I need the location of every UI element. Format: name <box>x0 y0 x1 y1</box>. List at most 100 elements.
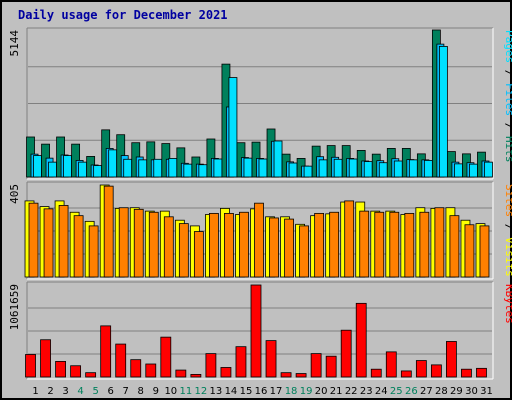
legend-entry-hits: Hits <box>503 136 512 163</box>
bar-pages-day-5 <box>93 165 103 178</box>
legend-entry-visits: Visits <box>503 237 512 277</box>
x-tick-label-day-9: 9 <box>153 386 159 397</box>
bar-pages-day-13 <box>213 158 223 178</box>
bar-pages-day-2 <box>48 161 57 178</box>
bar-kbytes-day-20 <box>310 353 322 378</box>
bar-sites-day-15 <box>239 211 249 278</box>
x-tick-label-day-30: 30 <box>465 386 478 397</box>
legend-label-visits-sites: Sites / Visits <box>503 184 512 277</box>
bar-pages-day-10 <box>168 158 178 178</box>
x-tick-label-day-2: 2 <box>47 386 53 397</box>
bar-sites-day-31 <box>479 225 490 278</box>
bar-kbytes-day-9 <box>145 363 157 378</box>
panel-hits-files-pages: 5144 Pages / Files / Hits <box>8 27 512 180</box>
x-tick-label-day-5: 5 <box>92 386 98 397</box>
bar-kbytes-day-10 <box>160 336 172 378</box>
legend-separator: / <box>503 116 512 136</box>
legend-entry-sites: Sites <box>503 184 512 217</box>
x-tick-label-day-15: 15 <box>240 386 253 397</box>
x-tick-label-day-23: 23 <box>360 386 373 397</box>
legend-entry-kbytes: KBytes <box>503 284 512 324</box>
bar-kbytes-day-4 <box>70 365 82 378</box>
bar-pages-day-18 <box>288 162 298 178</box>
bar-pages-day-12 <box>198 164 208 178</box>
bar-pages-day-11 <box>183 163 193 178</box>
x-tick-label-day-28: 28 <box>435 386 448 397</box>
bar-sites-day-29 <box>449 215 460 278</box>
bar-sites-day-11 <box>178 223 189 278</box>
x-tick-label-day-4: 4 <box>77 386 83 397</box>
bar-kbytes-day-1 <box>25 354 36 378</box>
chart-title: Daily usage for December 2021 <box>18 8 228 22</box>
bar-sites-day-18 <box>284 218 294 278</box>
x-tick-label-day-19: 19 <box>300 386 313 397</box>
bar-pages-day-6 <box>108 149 118 178</box>
bar-sites-day-24 <box>374 211 385 278</box>
bar-kbytes-day-21 <box>325 355 337 378</box>
bar-kbytes-day-11 <box>175 369 187 378</box>
bar-kbytes-day-6 <box>100 325 112 378</box>
bar-sites-day-23 <box>359 210 370 278</box>
bar-kbytes-day-16 <box>250 284 262 378</box>
x-tick-label-day-26: 26 <box>405 386 418 397</box>
x-tick-label-day-3: 3 <box>62 386 68 397</box>
x-tick-label-day-20: 20 <box>315 386 328 397</box>
bar-sites-day-12 <box>193 231 204 278</box>
legend-label-hits-files-pages: Pages / Files / Hits <box>503 30 512 163</box>
y-max-label: 405 <box>8 184 21 204</box>
legend-separator: / <box>503 63 512 83</box>
x-tick-label-day-14: 14 <box>225 386 238 397</box>
bar-kbytes-day-14 <box>220 367 232 378</box>
x-tick-label-day-25: 25 <box>390 386 403 397</box>
bar-pages-day-17 <box>273 140 283 178</box>
legend-separator: / <box>503 217 512 237</box>
legend-entry-files: Files <box>503 83 512 116</box>
bar-kbytes-day-23 <box>355 302 367 378</box>
bar-kbytes-day-2 <box>40 339 51 378</box>
x-tick-label-day-12: 12 <box>195 386 208 397</box>
x-tick-label-day-24: 24 <box>375 386 388 397</box>
bar-hits-day-11 <box>176 147 186 178</box>
bar-hits-day-13 <box>206 138 216 178</box>
bar-pages-day-22 <box>348 158 358 178</box>
x-tick-label-day-18: 18 <box>285 386 298 397</box>
bar-sites-day-10 <box>163 216 174 278</box>
bar-sites-day-6 <box>103 185 114 278</box>
x-tick-label-day-29: 29 <box>450 386 463 397</box>
y-max-label: 5144 <box>8 30 21 57</box>
bar-sites-day-26 <box>404 212 415 278</box>
bar-sites-day-4 <box>73 215 84 278</box>
bar-pages-day-25 <box>393 160 403 178</box>
bar-pages-day-23 <box>363 161 373 178</box>
bar-pages-day-14 <box>228 77 238 178</box>
bar-pages-day-24 <box>378 162 388 178</box>
bar-sites-day-14 <box>224 212 234 278</box>
bar-pages-day-29 <box>454 163 463 178</box>
bar-kbytes-day-3 <box>55 361 66 378</box>
bar-pages-day-26 <box>408 159 418 178</box>
bar-sites-day-8 <box>133 208 144 278</box>
legend-entry-pages: Pages <box>503 30 512 63</box>
bar-pages-day-8 <box>138 159 148 178</box>
bar-pages-day-7 <box>123 158 133 178</box>
bar-sites-day-9 <box>148 211 159 278</box>
bar-kbytes-day-30 <box>461 368 472 378</box>
bar-sites-day-5 <box>88 225 99 278</box>
x-tick-label-day-7: 7 <box>123 386 129 397</box>
x-tick-label-day-16: 16 <box>255 386 268 397</box>
bar-sites-day-7 <box>118 207 129 278</box>
bar-sites-day-3 <box>58 205 69 278</box>
bar-pages-day-4 <box>78 161 88 178</box>
bar-kbytes-day-28 <box>430 364 442 378</box>
bar-pages-day-27 <box>423 160 433 178</box>
bar-kbytes-day-7 <box>115 343 127 378</box>
bar-kbytes-day-29 <box>446 341 457 378</box>
bar-kbytes-day-26 <box>400 370 412 378</box>
x-tick-label-day-1: 1 <box>32 386 38 397</box>
bar-sites-day-17 <box>269 217 279 278</box>
bar-sites-day-27 <box>419 211 430 278</box>
bar-sites-day-30 <box>464 224 475 278</box>
x-tick-label-day-17: 17 <box>270 386 283 397</box>
